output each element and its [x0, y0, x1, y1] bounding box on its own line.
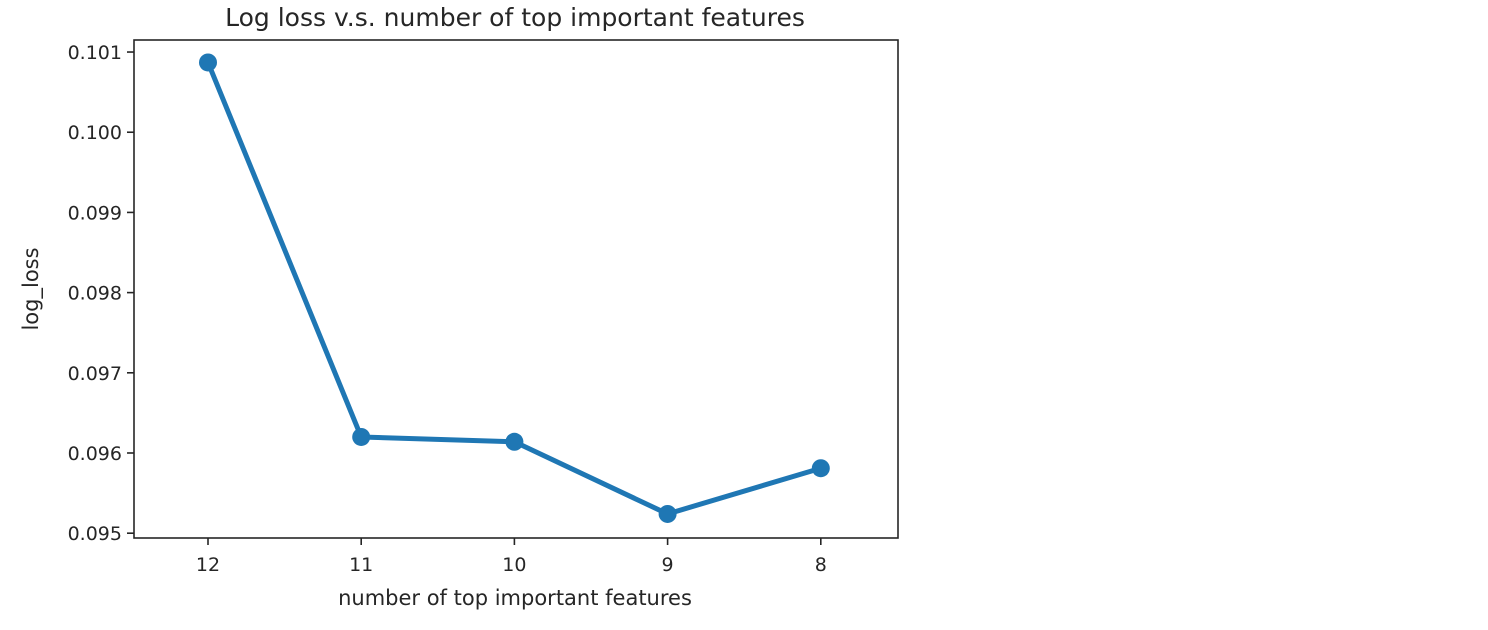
y-tick-label: 0.099	[68, 202, 122, 224]
x-tick-label: 10	[502, 554, 526, 576]
data-point	[505, 432, 524, 451]
x-tick-label: 9	[662, 554, 674, 576]
data-point	[199, 53, 217, 72]
plot-frame	[133, 39, 899, 539]
data-point	[811, 459, 830, 478]
y-axis-label: log_loss	[19, 247, 44, 330]
y-tick-label: 0.095	[68, 523, 122, 545]
x-tick-label: 11	[349, 554, 373, 576]
plot-area	[199, 53, 830, 523]
y-tick-label: 0.096	[68, 443, 122, 465]
y-tick-label: 0.101	[68, 42, 122, 64]
y-axis: 0.095 0.096 0.097 0.098 0.099 0.100 0.101	[68, 42, 134, 545]
x-tick-label: 12	[196, 554, 220, 576]
y-tick-label: 0.097	[68, 363, 122, 385]
data-point	[352, 427, 371, 446]
x-axis: 12 11 10 9 8	[196, 538, 827, 576]
x-axis-label: number of top important features	[338, 586, 692, 610]
data-point	[658, 504, 677, 523]
y-tick-label: 0.100	[68, 122, 122, 144]
x-tick-label: 8	[815, 554, 827, 576]
chart-title: Log loss v.s. number of top important fe…	[225, 3, 805, 32]
y-tick-label: 0.098	[68, 283, 122, 305]
